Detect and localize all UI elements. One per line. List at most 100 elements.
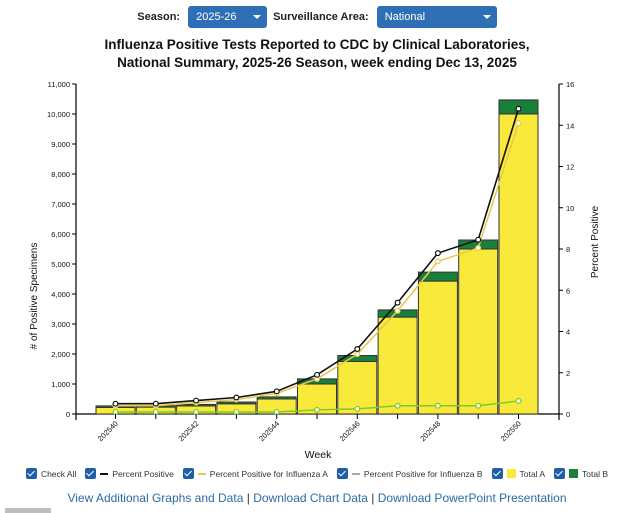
- legend-total-b[interactable]: Total B: [554, 468, 608, 479]
- download-powerpoint-link[interactable]: Download PowerPoint Presentation: [377, 491, 567, 505]
- surveillance-area-value: National: [384, 11, 426, 23]
- left-tick-label: 4,000: [51, 290, 70, 299]
- point-percent-positive: [193, 397, 200, 404]
- point-percent-positive-for-influenza-b: [273, 408, 280, 415]
- right-tick-label: 16: [566, 80, 574, 89]
- x-tick-label: 202546: [338, 419, 362, 443]
- point-percent-positive: [233, 394, 240, 401]
- right-tick-label: 12: [566, 163, 574, 172]
- point-percent-positive: [515, 105, 522, 112]
- checkbox-percent-positive-flu-b[interactable]: [336, 468, 348, 479]
- box-swatch-icon: [506, 469, 516, 478]
- point-percent-positive: [273, 388, 280, 395]
- left-tick-label: 7,000: [51, 200, 70, 209]
- line-percent-positive-for-influenza-a: [115, 122, 520, 407]
- box-swatch-icon: [569, 469, 579, 478]
- y-axis-right-label: Percent Positive: [590, 205, 601, 278]
- right-tick-label: 2: [566, 369, 570, 378]
- bar-total-a: [377, 316, 418, 415]
- y-axis-label: # of Positive Specimens: [29, 243, 40, 350]
- x-tick-label: 202544: [257, 419, 281, 443]
- link-separator: |: [371, 491, 375, 505]
- season-select[interactable]: 2025-26: [188, 6, 268, 28]
- point-percent-positive: [394, 299, 401, 306]
- x-tick-label: 202542: [176, 419, 200, 443]
- download-chart-data-link[interactable]: Download Chart Data: [253, 491, 368, 505]
- checkbox-total-b[interactable]: [554, 468, 566, 479]
- legend-check-all[interactable]: Check All: [25, 468, 77, 479]
- lines: [112, 105, 522, 415]
- link-separator: |: [246, 491, 250, 505]
- point-percent-positive-for-influenza-a: [515, 120, 522, 127]
- chevron-down-icon: [253, 15, 262, 19]
- bar-total-a: [417, 280, 458, 415]
- point-percent-positive: [475, 236, 482, 243]
- legend-percent-positive-flu-a[interactable]: Percent Positive for Influenza A: [182, 468, 328, 479]
- left-tick-label: 9,000: [51, 140, 70, 149]
- left-tick-label: 5,000: [51, 260, 70, 269]
- legend: Check All Percent Positive Percent Posit…: [0, 468, 634, 479]
- point-percent-positive-for-influenza-b: [152, 408, 159, 415]
- point-percent-positive-for-influenza-a: [475, 244, 482, 251]
- point-percent-positive-for-influenza-a: [434, 258, 441, 265]
- x-tick-label: 202540: [96, 419, 120, 443]
- filter-controls: Season: 2025-26 Surveillance Area: Natio…: [0, 6, 634, 28]
- checkbox-percent-positive-flu-a[interactable]: [182, 468, 194, 479]
- legend-total-a[interactable]: Total A: [491, 468, 546, 479]
- bar-total-b: [417, 271, 458, 282]
- horizontal-scrollbar[interactable]: [5, 508, 51, 513]
- surveillance-area-select[interactable]: National: [376, 6, 497, 28]
- right-tick-label: 10: [566, 204, 574, 213]
- point-percent-positive-for-influenza-b: [193, 408, 200, 415]
- x-tick-label: 202548: [418, 419, 442, 443]
- line-percent-positive: [115, 108, 520, 405]
- right-axis: 0 2 4 6 8 10 12 14 16: [558, 80, 574, 420]
- point-percent-positive: [152, 400, 159, 407]
- right-tick-label: 4: [566, 328, 570, 337]
- point-percent-positive: [112, 400, 119, 407]
- legend-label: Total A: [519, 468, 546, 479]
- right-tick-label: 6: [566, 286, 570, 295]
- left-tick-label: 6,000: [51, 230, 70, 239]
- x-axis: 202540 202542 202544 202546 202548 202550: [96, 414, 523, 443]
- line-swatch-icon: [197, 472, 206, 475]
- legend-percent-positive[interactable]: Percent Positive: [85, 468, 174, 479]
- point-percent-positive-for-influenza-a: [354, 351, 361, 358]
- left-tick-label: 10,000: [47, 110, 70, 119]
- bar-total-a: [458, 248, 499, 415]
- checkbox-check-all[interactable]: [25, 468, 37, 479]
- left-tick-label: 11,000: [48, 80, 70, 89]
- surveillance-area-label: Surveillance Area:: [273, 11, 369, 23]
- view-additional-graphs-link[interactable]: View Additional Graphs and Data: [67, 491, 244, 505]
- point-percent-positive: [434, 250, 441, 257]
- links-bar: View Additional Graphs and Data | Downlo…: [0, 491, 634, 505]
- legend-check-all-label: Check All: [40, 468, 77, 479]
- left-tick-label: 8,000: [51, 170, 70, 179]
- legend-label: Total B: [582, 468, 609, 479]
- bar-total-a: [498, 113, 539, 415]
- point-percent-positive-for-influenza-b: [354, 405, 361, 412]
- right-tick-label: 8: [566, 245, 570, 254]
- legend-label: Percent Positive: [112, 468, 174, 479]
- season-value: 2025-26: [196, 11, 237, 23]
- checkbox-percent-positive[interactable]: [85, 468, 97, 479]
- bar-total-b: [256, 396, 297, 400]
- point-percent-positive-for-influenza-b: [475, 402, 482, 409]
- right-tick-label: 0: [566, 410, 570, 419]
- right-tick-label: 14: [566, 121, 574, 130]
- chart-title: Influenza Positive Tests Reported to CDC…: [0, 36, 634, 72]
- left-tick-label: 3,000: [51, 320, 70, 329]
- legend-percent-positive-flu-b[interactable]: Percent Positive for Influenza B: [336, 468, 483, 479]
- left-tick-label: 0: [66, 410, 70, 419]
- checkbox-total-a[interactable]: [491, 468, 503, 479]
- point-percent-positive: [314, 371, 321, 378]
- x-tick-label: 202550: [499, 419, 523, 443]
- chart-svg: 0 1,000 2,000 3,000 4,000 5,000 6,000 7,000 8,00…: [29, 80, 601, 461]
- point-percent-positive: [354, 346, 361, 353]
- point-percent-positive-for-influenza-b: [112, 408, 119, 415]
- legend-label: Percent Positive for Influenza B: [363, 468, 483, 479]
- point-percent-positive-for-influenza-b: [434, 402, 441, 409]
- point-percent-positive-for-influenza-b: [233, 408, 240, 415]
- point-percent-positive-for-influenza-b: [515, 398, 522, 405]
- point-percent-positive-for-influenza-a: [394, 307, 401, 314]
